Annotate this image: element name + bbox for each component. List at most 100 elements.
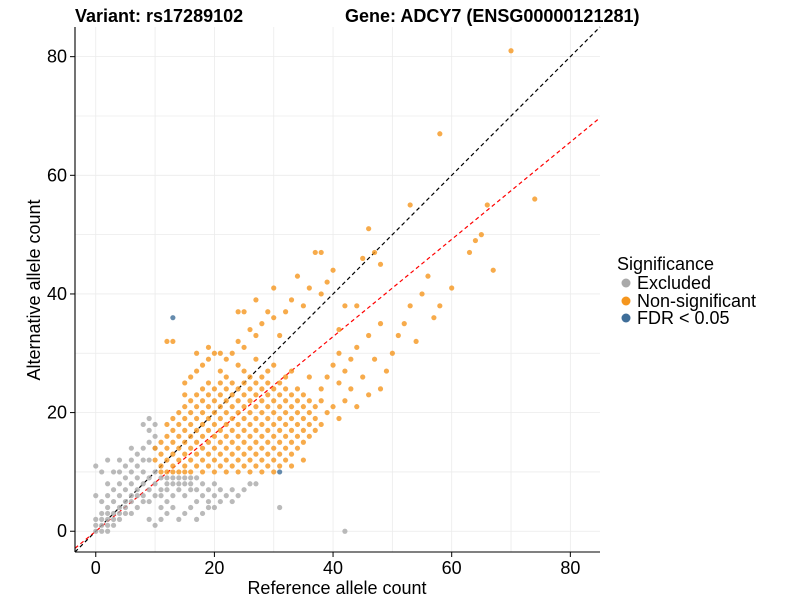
point-non-significant xyxy=(199,398,206,404)
point-non-significant xyxy=(324,374,330,380)
point-excluded xyxy=(93,493,99,499)
point-excluded xyxy=(122,475,129,481)
point-non-significant xyxy=(389,350,395,356)
point-non-significant xyxy=(176,469,182,475)
point-non-significant xyxy=(164,338,170,345)
point-non-significant xyxy=(217,404,223,410)
point-non-significant xyxy=(277,451,283,457)
point-non-significant xyxy=(229,427,235,433)
point-excluded xyxy=(188,504,194,511)
point-non-significant xyxy=(294,386,301,392)
point-non-significant xyxy=(176,433,182,439)
point-non-significant xyxy=(176,457,182,463)
point-excluded xyxy=(99,516,105,522)
legend-title: Significance xyxy=(617,254,714,274)
point-non-significant xyxy=(194,463,200,469)
point-non-significant xyxy=(318,421,324,428)
point-excluded xyxy=(247,481,253,487)
point-non-significant xyxy=(241,463,247,469)
point-non-significant xyxy=(182,451,188,457)
point-excluded xyxy=(199,481,206,487)
point-non-significant xyxy=(265,427,271,433)
point-non-significant xyxy=(182,392,188,398)
point-non-significant xyxy=(306,409,312,416)
point-non-significant xyxy=(265,439,271,445)
point-non-significant xyxy=(437,131,443,137)
point-non-significant xyxy=(253,427,259,433)
point-non-significant xyxy=(229,439,235,445)
point-non-significant xyxy=(164,421,170,428)
point-excluded xyxy=(99,498,105,505)
point-non-significant xyxy=(188,421,194,428)
point-non-significant xyxy=(413,338,419,345)
point-non-significant xyxy=(407,303,413,309)
point-excluded xyxy=(134,475,140,481)
point-non-significant xyxy=(199,433,206,439)
point-non-significant xyxy=(253,451,259,457)
point-excluded xyxy=(128,498,134,505)
point-non-significant xyxy=(241,427,247,433)
point-non-significant xyxy=(223,433,229,439)
point-non-significant xyxy=(194,350,200,356)
point-non-significant xyxy=(466,249,473,256)
point-non-significant xyxy=(277,392,283,398)
point-non-significant xyxy=(235,457,241,463)
point-non-significant xyxy=(217,463,223,469)
point-non-significant xyxy=(211,409,218,416)
point-non-significant xyxy=(164,445,170,451)
point-non-significant xyxy=(229,463,235,469)
point-non-significant xyxy=(271,398,277,404)
legend-key-non-significant xyxy=(621,296,631,306)
point-non-significant xyxy=(366,392,372,398)
point-excluded xyxy=(134,493,140,499)
point-excluded xyxy=(182,510,188,517)
point-excluded xyxy=(229,498,235,505)
point-non-significant xyxy=(259,409,265,416)
x-tick-label: 20 xyxy=(204,558,224,578)
point-non-significant xyxy=(247,469,253,475)
point-non-significant xyxy=(288,439,295,445)
point-non-significant xyxy=(217,392,223,398)
point-non-significant xyxy=(217,451,223,457)
point-non-significant xyxy=(188,445,194,451)
point-non-significant xyxy=(342,368,348,374)
point-non-significant xyxy=(170,338,176,345)
point-non-significant xyxy=(318,398,324,404)
x-tick-label: 80 xyxy=(560,558,580,578)
point-non-significant xyxy=(532,196,538,202)
point-non-significant xyxy=(377,321,384,327)
point-non-significant xyxy=(217,427,223,433)
point-excluded xyxy=(105,522,111,528)
point-non-significant xyxy=(282,398,289,404)
point-non-significant xyxy=(253,380,259,386)
point-excluded xyxy=(223,493,229,499)
point-non-significant xyxy=(354,404,360,410)
point-non-significant xyxy=(176,409,182,416)
point-non-significant xyxy=(271,409,277,416)
point-non-significant xyxy=(223,421,229,428)
point-non-significant xyxy=(235,421,241,428)
point-excluded xyxy=(146,498,152,505)
point-non-significant xyxy=(490,267,496,273)
point-non-significant xyxy=(211,421,218,428)
point-non-significant xyxy=(277,415,283,422)
point-non-significant xyxy=(508,48,514,54)
point-excluded xyxy=(105,481,111,487)
point-non-significant xyxy=(300,457,306,463)
point-excluded xyxy=(116,481,123,487)
point-non-significant xyxy=(324,409,330,416)
point-non-significant xyxy=(312,249,318,256)
point-excluded xyxy=(158,504,164,511)
point-non-significant xyxy=(282,374,289,380)
point-excluded xyxy=(110,498,117,505)
point-non-significant xyxy=(265,463,271,469)
point-non-significant xyxy=(401,321,407,327)
point-non-significant xyxy=(265,392,271,398)
point-excluded xyxy=(194,498,200,505)
point-excluded xyxy=(158,516,164,522)
point-excluded xyxy=(152,433,158,439)
point-non-significant xyxy=(217,415,223,422)
point-excluded xyxy=(164,481,170,487)
point-non-significant xyxy=(199,409,206,416)
point-excluded xyxy=(140,421,146,428)
